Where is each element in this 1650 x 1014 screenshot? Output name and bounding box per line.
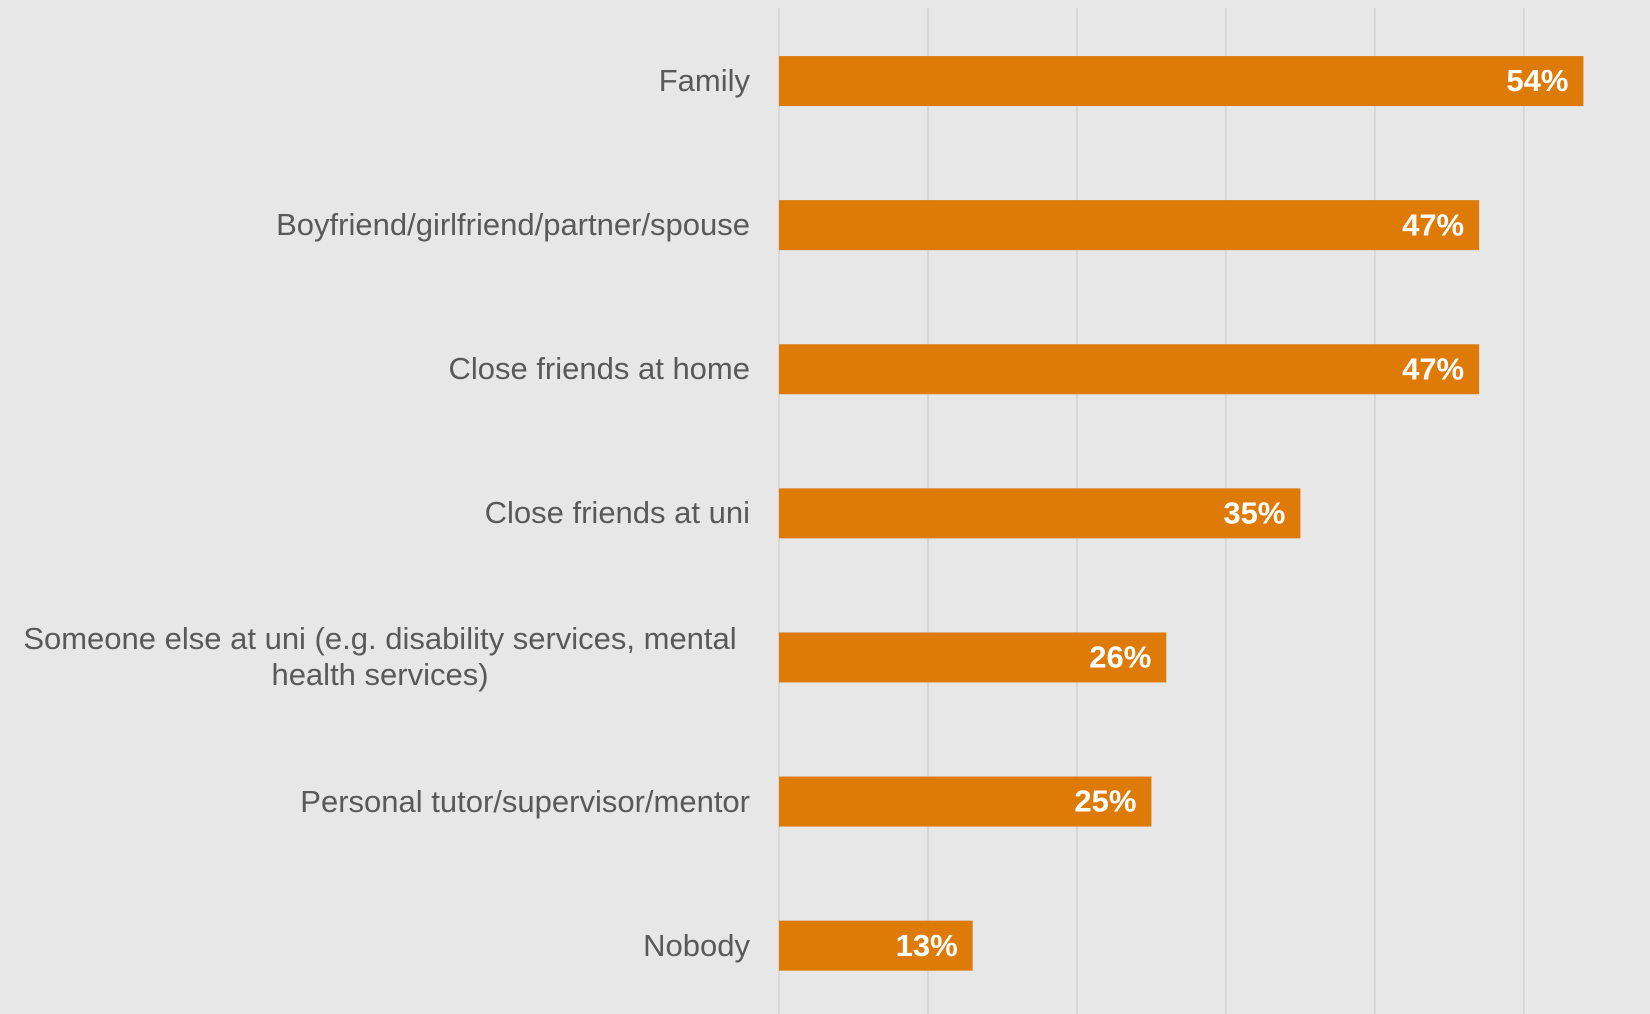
bar [779, 776, 1152, 827]
value-label: 26% [1089, 640, 1151, 675]
value-label: 35% [1223, 496, 1285, 531]
category-label: Nobody [643, 927, 750, 963]
category-label: Family [658, 63, 750, 99]
category-label: Personal tutor/supervisor/mentor [300, 783, 750, 819]
bar [779, 200, 1480, 251]
value-label: 47% [1402, 351, 1464, 386]
value-label: 13% [896, 928, 958, 963]
value-label: 25% [1074, 784, 1136, 819]
category-label: Close friends at uni [484, 495, 750, 531]
bar [779, 56, 1584, 107]
value-label: 47% [1402, 207, 1464, 242]
value-label: 54% [1506, 63, 1568, 98]
bar [779, 920, 973, 971]
category-label: Close friends at home [448, 351, 750, 387]
bar [779, 632, 1167, 683]
bar [779, 488, 1301, 539]
category-label: Boyfriend/girlfriend/partner/spouse [276, 207, 750, 243]
category-label: Someone else at uni (e.g. disability ser… [23, 621, 737, 693]
bar [779, 344, 1480, 395]
